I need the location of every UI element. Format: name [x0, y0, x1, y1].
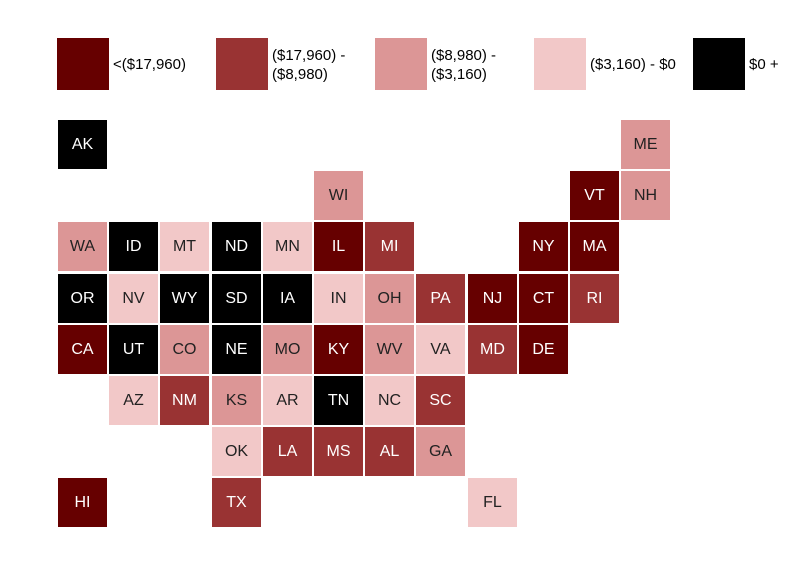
state-tile-nd: ND: [212, 222, 261, 271]
state-tile-tx: TX: [212, 478, 261, 527]
state-tile-sd: SD: [212, 274, 261, 323]
state-tile-nh: NH: [621, 171, 670, 220]
state-tile-ia: IA: [263, 274, 312, 323]
state-tile-la: LA: [263, 427, 312, 476]
state-tile-ar: AR: [263, 376, 312, 425]
legend-label: ($17,960) - ($8,980): [272, 47, 346, 83]
state-tile-de: DE: [519, 325, 568, 374]
legend-label: $0 +: [749, 56, 779, 73]
legend-label: <($17,960): [113, 56, 186, 73]
state-tile-md: MD: [468, 325, 517, 374]
state-tile-in: IN: [314, 274, 363, 323]
state-tile-hi: HI: [58, 478, 107, 527]
state-tile-ut: UT: [109, 325, 158, 374]
state-tile-fl: FL: [468, 478, 517, 527]
state-tile-ri: RI: [570, 274, 619, 323]
legend-swatch: [693, 38, 745, 90]
legend-swatch: [375, 38, 427, 90]
state-tile-nm: NM: [160, 376, 209, 425]
state-tile-al: AL: [365, 427, 414, 476]
state-tile-ne: NE: [212, 325, 261, 374]
state-tile-ny: NY: [519, 222, 568, 271]
state-tile-ca: CA: [58, 325, 107, 374]
state-tile-nv: NV: [109, 274, 158, 323]
state-tile-pa: PA: [416, 274, 465, 323]
state-tile-ma: MA: [570, 222, 619, 271]
legend-swatch: [534, 38, 586, 90]
state-tile-sc: SC: [416, 376, 465, 425]
state-tile-il: IL: [314, 222, 363, 271]
state-tile-ks: KS: [212, 376, 261, 425]
state-tile-ga: GA: [416, 427, 465, 476]
state-tile-mi: MI: [365, 222, 414, 271]
state-tile-or: OR: [58, 274, 107, 323]
state-tile-mn: MN: [263, 222, 312, 271]
legend-swatch: [57, 38, 109, 90]
state-tile-ok: OK: [212, 427, 261, 476]
state-tile-va: VA: [416, 325, 465, 374]
state-tile-wa: WA: [58, 222, 107, 271]
legend-swatch: [216, 38, 268, 90]
state-tile-oh: OH: [365, 274, 414, 323]
legend-label: ($8,980) - ($3,160): [431, 47, 497, 83]
state-tile-me: ME: [621, 120, 670, 169]
state-tile-ak: AK: [58, 120, 107, 169]
state-tile-vt: VT: [570, 171, 619, 220]
state-tile-tn: TN: [314, 376, 363, 425]
state-tile-wv: WV: [365, 325, 414, 374]
state-tile-nj: NJ: [468, 274, 517, 323]
state-tile-mo: MO: [263, 325, 312, 374]
state-tile-ms: MS: [314, 427, 363, 476]
legend-label: ($3,160) - $0: [590, 56, 676, 73]
state-tile-ky: KY: [314, 325, 363, 374]
state-tile-wi: WI: [314, 171, 363, 220]
state-tile-co: CO: [160, 325, 209, 374]
state-tile-ct: CT: [519, 274, 568, 323]
state-tile-mt: MT: [160, 222, 209, 271]
state-tile-id: ID: [109, 222, 158, 271]
state-tile-wy: WY: [160, 274, 209, 323]
state-tile-az: AZ: [109, 376, 158, 425]
state-tile-nc: NC: [365, 376, 414, 425]
